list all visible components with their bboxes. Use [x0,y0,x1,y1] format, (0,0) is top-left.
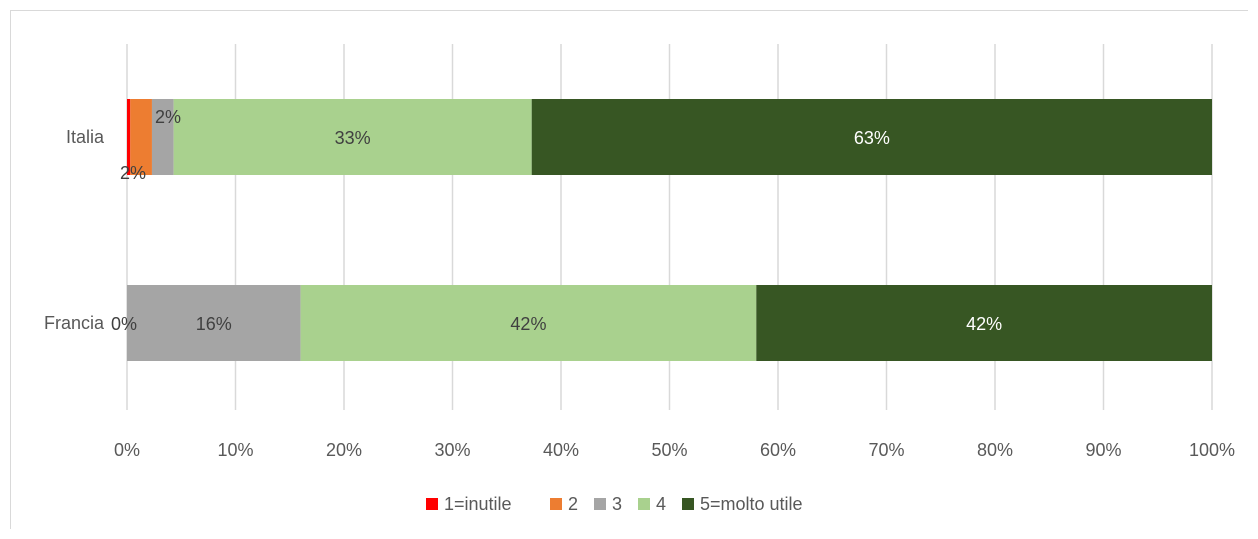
legend-swatch [550,498,562,510]
data-label: 42% [510,314,546,334]
legend-label: 2 [568,494,578,514]
legend-label: 1=inutile [444,494,512,514]
legend-label: 5=molto utile [700,494,803,514]
data-label: 33% [335,128,371,148]
data-label: 0% [111,314,137,334]
bar-segment [300,285,757,361]
category-label: Francia [44,313,105,333]
x-tick-label: 20% [326,440,362,460]
chart-frame [10,10,1248,529]
bars [127,99,1212,361]
legend-swatch [594,498,606,510]
x-axis-ticks: 0% 10% 20% 30% 40% 50% 60% 70% 80% 90% 100% [114,440,1235,460]
x-tick-label: 70% [868,440,904,460]
bar-segment [130,99,152,175]
x-tick-label: 90% [1085,440,1121,460]
category-labels: Italia Francia [44,127,105,333]
data-label: 2% [120,163,146,183]
x-tick-label: 50% [651,440,687,460]
data-label: 63% [854,128,890,148]
legend-swatch [426,498,438,510]
x-tick-label: 60% [760,440,796,460]
x-tick-label: 40% [543,440,579,460]
x-tick-label: 30% [434,440,470,460]
legend-swatch [682,498,694,510]
x-tick-label: 80% [977,440,1013,460]
legend-swatch [638,498,650,510]
data-label: 42% [966,314,1002,334]
data-label: 2% [155,107,181,127]
legend-label: 3 [612,494,622,514]
category-label: Italia [66,127,105,147]
bar-segment [127,99,131,175]
data-labels: 2% 2% 33% 63% 0% 16% 42% 42% [111,107,1002,334]
bar-segment [756,285,1212,361]
data-label: 16% [196,314,232,334]
bar-segment [127,285,301,361]
x-tick-label: 10% [217,440,253,460]
bar-segment [173,99,532,175]
x-tick-label: 100% [1189,440,1235,460]
bar-segment [531,99,1212,175]
legend: 1=inutile 2 3 4 5=molto utile [426,494,803,514]
x-tick-label: 0% [114,440,140,460]
bar-segment [151,99,174,175]
legend-label: 4 [656,494,666,514]
